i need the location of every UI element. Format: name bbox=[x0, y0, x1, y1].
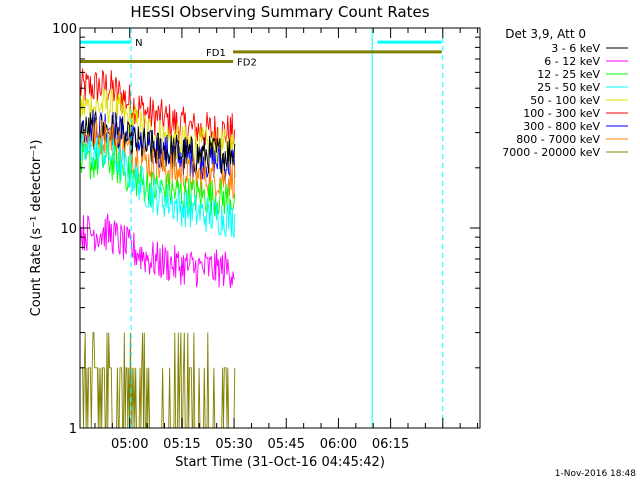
flag-label-fd2: FD2 bbox=[237, 57, 257, 68]
x-axis-label: Start Time (31-Oct-16 04:45:42) bbox=[175, 455, 385, 470]
x-tick-label: 06:00 bbox=[320, 437, 357, 452]
legend-entry-12-25-kev: 12 - 25 keV bbox=[537, 68, 600, 81]
legend-header: Det 3,9, Att 0 bbox=[505, 27, 586, 41]
legend-entry-50-100-kev: 50 - 100 keV bbox=[530, 94, 600, 107]
y-tick-label: 10 bbox=[60, 222, 77, 237]
x-tick-label: 05:15 bbox=[163, 437, 200, 452]
legend-entry-6-12-kev: 6 - 12 keV bbox=[544, 55, 600, 68]
legend-entry-300-800-kev: 300 - 800 keV bbox=[523, 120, 600, 133]
series-25-50-kev bbox=[79, 132, 236, 239]
y-axis: 1 10 100 bbox=[52, 22, 480, 437]
legend-entry-3-6-kev: 3 - 6 keV bbox=[551, 42, 600, 55]
series-6-12-kev bbox=[79, 213, 235, 289]
x-axis: 05:00 05:15 05:30 05:45 06:00 06:15 bbox=[94, 28, 479, 452]
legend-entry-25-50-kev: 25 - 50 keV bbox=[537, 81, 600, 94]
flag-label-n: N bbox=[135, 38, 142, 49]
legend-entry-800-7000-kev: 800 - 7000 keV bbox=[516, 133, 600, 146]
x-tick-label: 05:45 bbox=[268, 437, 305, 452]
x-tick-label: 05:30 bbox=[215, 437, 252, 452]
x-tick-label: 06:15 bbox=[372, 437, 409, 452]
flag-label-fd1: FD1 bbox=[206, 48, 226, 59]
footer-timestamp: 1-Nov-2016 18:48 bbox=[555, 469, 637, 479]
y-tick-label: 1 bbox=[69, 422, 77, 437]
y-axis-label: Count Rate (s⁻¹ detector⁻¹) bbox=[29, 140, 44, 317]
flag-bars: N FD1 FD2 bbox=[80, 28, 444, 428]
legend-entry-100-300-kev: 100 - 300 keV bbox=[523, 107, 600, 120]
y-tick-label: 100 bbox=[52, 22, 77, 37]
legend-entry-7000-20000-kev: 7000 - 20000 keV bbox=[502, 146, 600, 159]
chart-title: HESSI Observing Summary Count Rates bbox=[130, 3, 429, 21]
x-tick-label: 05:00 bbox=[111, 437, 148, 452]
series-100-300-kev bbox=[79, 68, 236, 151]
